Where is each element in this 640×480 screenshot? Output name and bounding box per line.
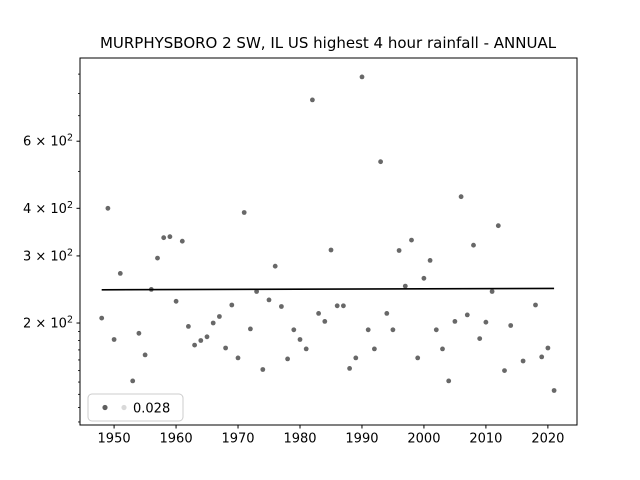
scatter-point <box>396 248 402 253</box>
scatter-point <box>136 330 142 336</box>
x-tick-label: 2020 <box>531 432 564 447</box>
y-tick-label: 4 × 102 <box>23 200 73 217</box>
scatter-point <box>241 210 247 215</box>
x-tick-label: 1990 <box>345 432 378 447</box>
x-tick-label: 1960 <box>160 432 193 447</box>
scatter-point <box>520 358 526 364</box>
scatter-point <box>402 283 408 289</box>
scatter-point <box>260 367 266 372</box>
scatter-point <box>372 346 377 352</box>
trend-line-segment <box>101 287 555 291</box>
x-tick-label: 2010 <box>469 432 502 447</box>
legend-label: 0.028 <box>133 402 170 417</box>
scatter-point <box>111 337 117 342</box>
scatter-point <box>279 304 284 309</box>
scatter-point <box>502 368 507 373</box>
scatter-point <box>99 315 105 321</box>
x-tick-label: 1980 <box>283 432 316 447</box>
scatter-point <box>495 223 501 229</box>
scatter-point <box>471 242 476 248</box>
scatter-point <box>341 303 346 309</box>
scatter-point <box>551 388 557 393</box>
legend-marker-icon <box>102 404 108 411</box>
scatter-points <box>99 74 557 393</box>
scatter-point <box>266 297 272 303</box>
scatter-point <box>421 275 427 281</box>
scatter-point <box>105 205 111 211</box>
scatter-point <box>229 302 235 308</box>
scatter-point <box>334 303 340 309</box>
scatter-point <box>446 378 452 384</box>
y-tick-label: 2 × 102 <box>23 315 73 332</box>
scatter-point <box>316 311 321 316</box>
scatter-point <box>204 334 210 340</box>
scatter-point <box>303 346 309 352</box>
scatter-point <box>248 326 253 332</box>
legend-marker-faded-icon <box>121 404 127 411</box>
scatter-point <box>545 345 551 351</box>
scatter-point <box>155 255 160 261</box>
scatter-point <box>365 327 371 333</box>
scatter-point <box>173 298 179 304</box>
scatter-point <box>347 366 352 371</box>
scatter-point <box>223 345 229 351</box>
chart-title: MURPHYSBORO 2 SW, IL US highest 4 hour r… <box>100 34 557 52</box>
y-tick-label: 3 × 102 <box>23 247 73 264</box>
scatter-point <box>285 356 290 362</box>
legend-box: 0.028 <box>87 393 184 422</box>
x-tick-label: 2000 <box>407 432 440 447</box>
scatter-point <box>378 159 383 165</box>
scatter-point <box>353 355 359 361</box>
scatter-point <box>489 289 495 294</box>
scatter-point <box>142 352 148 358</box>
scatter-point <box>117 271 123 276</box>
scatter-point <box>359 74 365 80</box>
x-axis: 1950 1960 1970 1980 1990 2000 2010 2020 <box>98 425 564 447</box>
scatter-point <box>179 238 185 244</box>
scatter-point <box>415 355 421 361</box>
scatter-point <box>322 319 328 324</box>
scatter-point <box>210 320 216 326</box>
scatter-point <box>328 247 334 253</box>
scatter-point <box>409 237 414 243</box>
scatter-point <box>508 323 514 328</box>
scatter-point <box>272 263 278 269</box>
scatter-point <box>539 354 545 360</box>
scatter-point <box>384 311 390 316</box>
y-axis: 2 × 102 3 × 102 4 × 102 6 × 102 <box>23 73 80 423</box>
scatter-point <box>483 319 489 325</box>
scatter-point <box>477 336 483 341</box>
scatter-point <box>254 289 259 294</box>
scatter-point <box>186 324 191 329</box>
x-tick-label: 1950 <box>98 432 131 447</box>
scatter-point <box>440 346 445 352</box>
scatter-point <box>310 97 315 103</box>
scatter-point <box>464 312 470 318</box>
scatter-point <box>198 338 204 343</box>
scatter-point <box>291 327 297 333</box>
scatter-point <box>427 258 433 263</box>
x-tick-label: 1970 <box>221 432 254 447</box>
scatter-point <box>235 355 241 361</box>
legend-frame <box>87 393 184 422</box>
scatter-point <box>458 194 464 200</box>
y-tick-label: 6 × 102 <box>23 133 73 150</box>
scatter-point <box>297 337 303 342</box>
scatter-point <box>390 327 396 333</box>
scatter-point <box>130 378 136 384</box>
plot-frame <box>79 57 578 426</box>
scatter-point <box>192 342 198 348</box>
scatter-point <box>533 302 538 308</box>
scatter-point <box>161 235 167 241</box>
trend-line <box>101 287 555 291</box>
scatter-point <box>433 327 439 333</box>
scatter-point <box>167 234 173 240</box>
scatter-point <box>217 314 222 319</box>
scatter-point <box>452 319 458 324</box>
